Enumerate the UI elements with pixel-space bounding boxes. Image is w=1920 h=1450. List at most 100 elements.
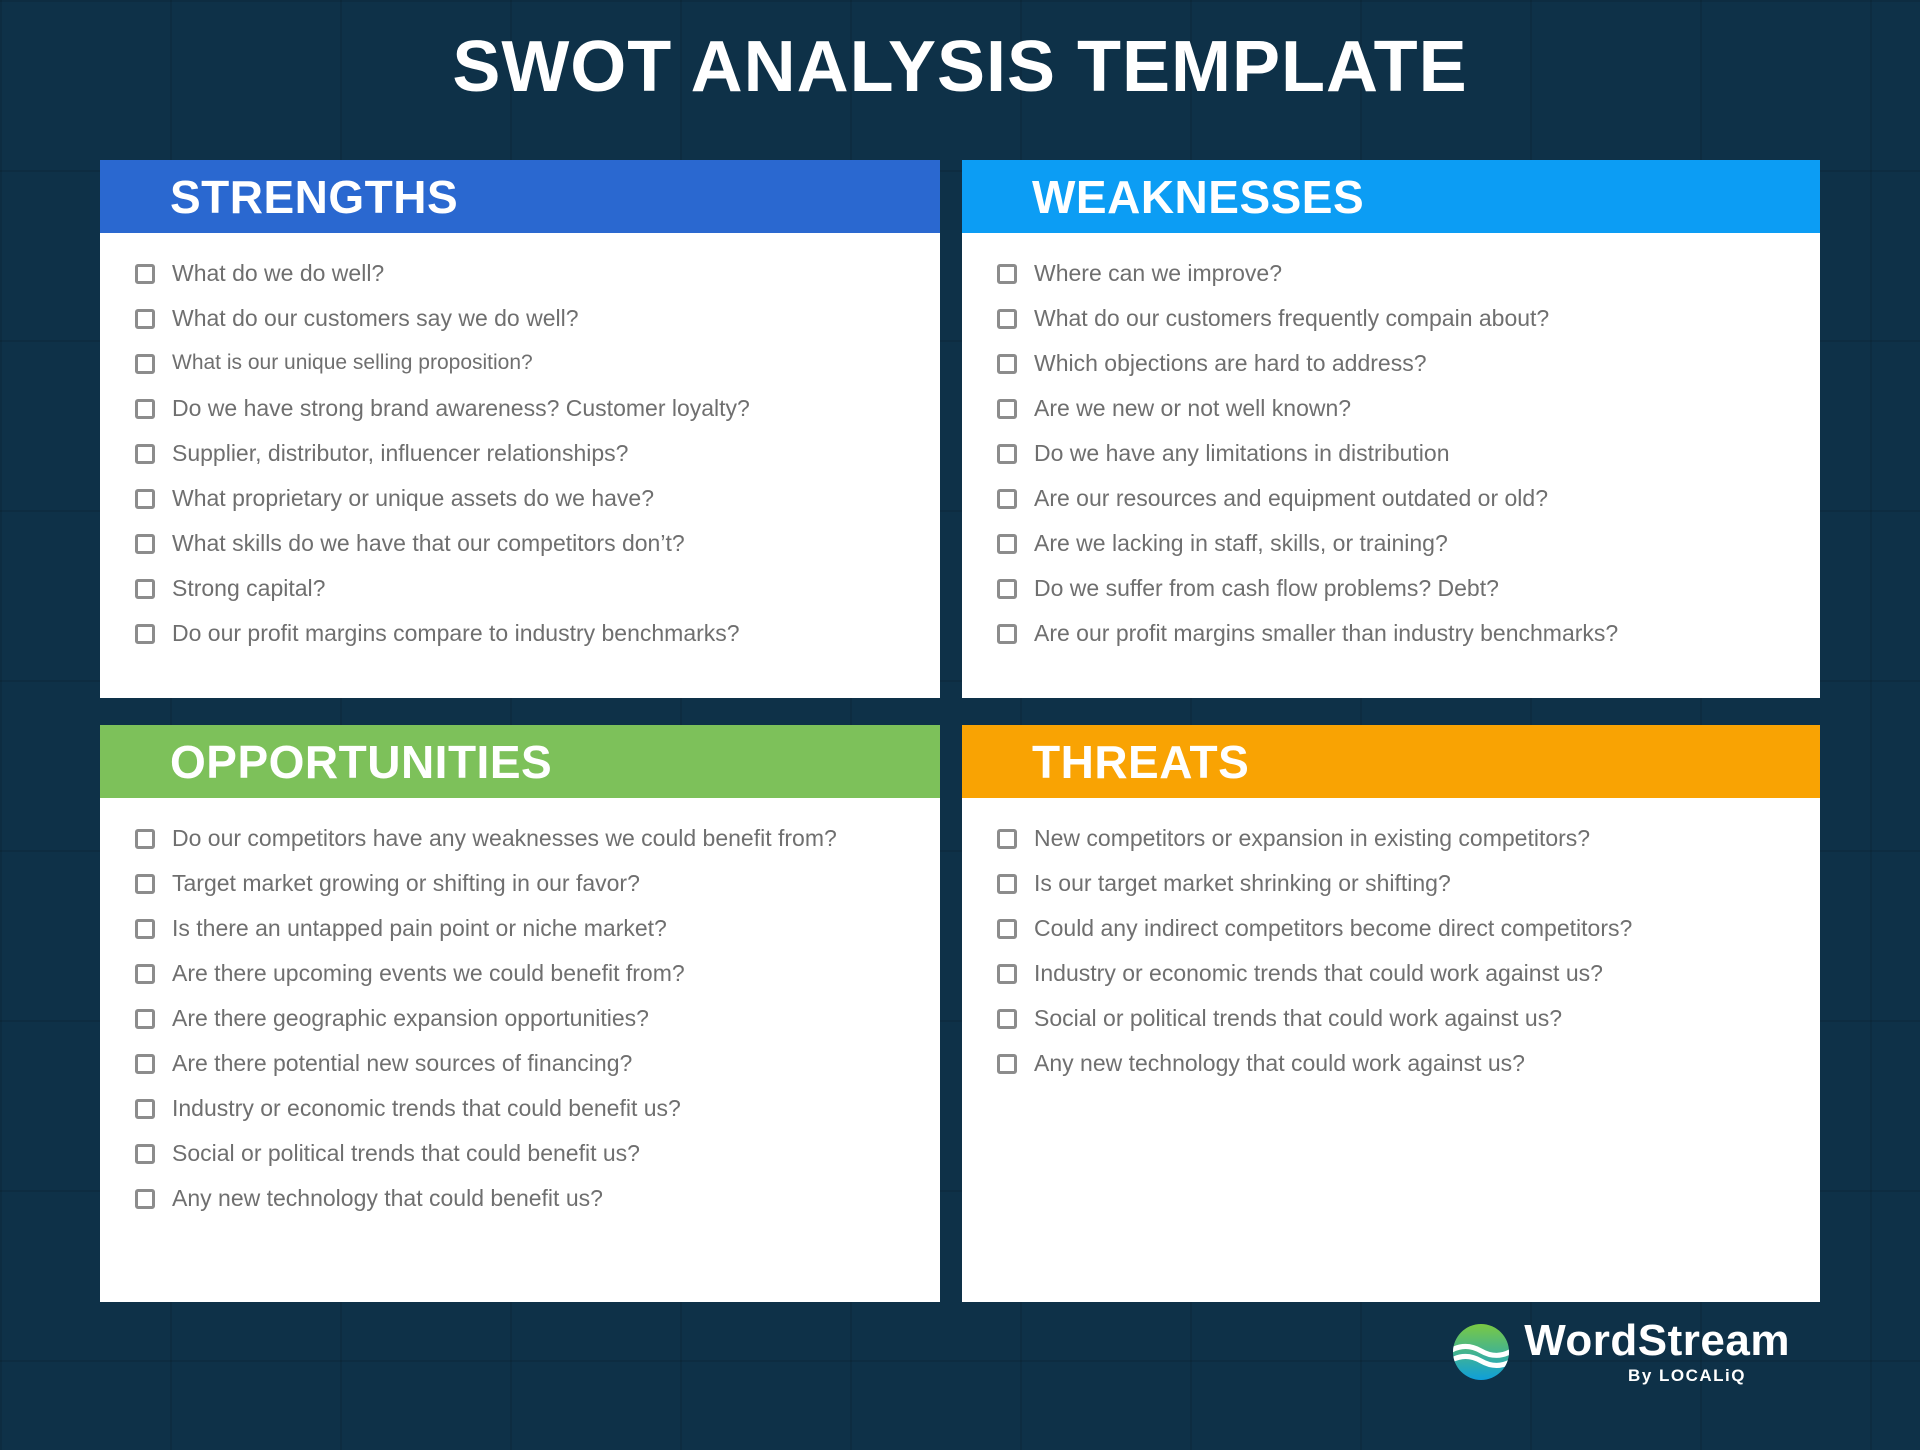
checkbox-icon[interactable] — [135, 1008, 155, 1029]
checklist-item: What skills do we have that our competit… — [135, 521, 916, 566]
checkbox-icon[interactable] — [135, 828, 155, 849]
checklist-item: New competitors or expansion in existing… — [997, 816, 1796, 861]
checklist-item-label: What do our customers frequently compain… — [1034, 305, 1550, 332]
checklist-item-label: Do we have strong brand awareness? Custo… — [172, 395, 750, 422]
checkbox-icon[interactable] — [135, 443, 155, 464]
checkbox-icon[interactable] — [135, 353, 155, 374]
weaknesses-title: WEAKNESSES — [1032, 170, 1365, 223]
checklist-item-label: Do we have any limitations in distributi… — [1034, 440, 1450, 467]
checklist-item: Any new technology that could benefit us… — [135, 1176, 916, 1221]
checklist-item-label: Are there potential new sources of finan… — [172, 1050, 633, 1077]
checklist-item-label: Is there an untapped pain point or niche… — [172, 915, 667, 942]
checkbox-icon[interactable] — [135, 623, 155, 644]
checkbox-icon[interactable] — [135, 398, 155, 419]
checklist-item: Is there an untapped pain point or niche… — [135, 906, 916, 951]
checklist-item-label: Social or political trends that could be… — [172, 1140, 640, 1167]
checklist-item-label: Are there geographic expansion opportuni… — [172, 1005, 649, 1032]
swot-grid: STRENGTHS What do we do well? What do ou… — [100, 160, 1820, 1302]
checkbox-icon[interactable] — [997, 963, 1017, 984]
checkbox-icon[interactable] — [997, 1008, 1017, 1029]
checkbox-icon[interactable] — [997, 443, 1017, 464]
checkbox-icon[interactable] — [135, 1098, 155, 1119]
opportunities-checklist: Do our competitors have any weaknesses w… — [100, 798, 940, 1221]
checklist-item: Target market growing or shifting in our… — [135, 861, 916, 906]
checkbox-icon[interactable] — [997, 488, 1017, 509]
checklist-item: Are we new or not well known? — [997, 386, 1796, 431]
checkbox-icon[interactable] — [997, 263, 1017, 284]
checklist-item-label: Industry or economic trends that could b… — [172, 1095, 681, 1122]
checkbox-icon[interactable] — [997, 578, 1017, 599]
checklist-item: Do we have strong brand awareness? Custo… — [135, 386, 916, 431]
checkbox-icon[interactable] — [997, 918, 1017, 939]
checkbox-icon[interactable] — [997, 353, 1017, 374]
checklist-item-label: Are our profit margins smaller than indu… — [1034, 620, 1619, 647]
checklist-item-label: Could any indirect competitors become di… — [1034, 915, 1633, 942]
strengths-checklist: What do we do well? What do our customer… — [100, 233, 940, 656]
checklist-item: What proprietary or unique assets do we … — [135, 476, 916, 521]
checklist-item: Do our profit margins compare to industr… — [135, 611, 916, 656]
checkbox-icon[interactable] — [135, 263, 155, 284]
strengths-title: STRENGTHS — [170, 170, 459, 223]
checkbox-icon[interactable] — [135, 918, 155, 939]
checklist-item-label: Are we new or not well known? — [1034, 395, 1352, 422]
checklist-item: Are there geographic expansion opportuni… — [135, 996, 916, 1041]
checkbox-icon[interactable] — [135, 873, 155, 894]
checklist-item: Industry or economic trends that could w… — [997, 951, 1796, 996]
checklist-item: Do our competitors have any weaknesses w… — [135, 816, 916, 861]
wordstream-wave-icon — [1453, 1324, 1510, 1381]
wordstream-logo: WordStream By LOCALiQ — [1453, 1316, 1790, 1386]
checklist-item-label: What proprietary or unique assets do we … — [172, 485, 654, 512]
checklist-item-label: What is our unique selling proposition? — [172, 351, 533, 375]
checkbox-icon[interactable] — [997, 828, 1017, 849]
checklist-item-label: What do we do well? — [172, 260, 385, 287]
checklist-item: What do our customers say we do well? — [135, 296, 916, 341]
weaknesses-checklist: Where can we improve? What do our custom… — [962, 233, 1820, 656]
checkbox-icon[interactable] — [135, 1053, 155, 1074]
checkbox-icon[interactable] — [997, 533, 1017, 554]
checklist-item-label: Are we lacking in staff, skills, or trai… — [1034, 530, 1448, 557]
brand-name: WordStream — [1524, 1316, 1790, 1365]
checkbox-icon[interactable] — [997, 623, 1017, 644]
threats-checklist: New competitors or expansion in existing… — [962, 798, 1820, 1086]
checkbox-icon[interactable] — [135, 963, 155, 984]
checkbox-icon[interactable] — [135, 488, 155, 509]
checklist-item: Do we suffer from cash flow problems? De… — [997, 566, 1796, 611]
checkbox-icon[interactable] — [135, 1143, 155, 1164]
wordstream-logo-text: WordStream By LOCALiQ — [1524, 1316, 1790, 1386]
checklist-item-label: Are there upcoming events we could benef… — [172, 960, 685, 987]
weaknesses-header: WEAKNESSES — [962, 160, 1820, 233]
checkbox-icon[interactable] — [997, 1053, 1017, 1074]
checkbox-icon[interactable] — [997, 398, 1017, 419]
checklist-item-label: Strong capital? — [172, 575, 326, 602]
opportunities-quadrant: OPPORTUNITIES Do our competitors have an… — [100, 725, 940, 1302]
checkbox-icon[interactable] — [135, 533, 155, 554]
checkbox-icon[interactable] — [135, 1188, 155, 1209]
checklist-item: Social or political trends that could be… — [135, 1131, 916, 1176]
checklist-item-label: Do our competitors have any weaknesses w… — [172, 825, 837, 852]
checklist-item-label: What skills do we have that our competit… — [172, 530, 685, 557]
checklist-item: Are our resources and equipment outdated… — [997, 476, 1796, 521]
checklist-item: Strong capital? — [135, 566, 916, 611]
checkbox-icon[interactable] — [997, 873, 1017, 894]
checklist-item: Could any indirect competitors become di… — [997, 906, 1796, 951]
checkbox-icon[interactable] — [997, 308, 1017, 329]
checklist-item: Are there potential new sources of finan… — [135, 1041, 916, 1086]
checkbox-icon[interactable] — [135, 308, 155, 329]
checklist-item: What do our customers frequently compain… — [997, 296, 1796, 341]
checklist-item: Is our target market shrinking or shifti… — [997, 861, 1796, 906]
checklist-item-label: Are our resources and equipment outdated… — [1034, 485, 1548, 512]
checklist-item-label: Do our profit margins compare to industr… — [172, 620, 740, 647]
checklist-item: Where can we improve? — [997, 251, 1796, 296]
checklist-item: What do we do well? — [135, 251, 916, 296]
checklist-item-label: Do we suffer from cash flow problems? De… — [1034, 575, 1499, 602]
checklist-item: Social or political trends that could wo… — [997, 996, 1796, 1041]
checklist-item-label: Which objections are hard to address? — [1034, 350, 1427, 377]
checkbox-icon[interactable] — [135, 578, 155, 599]
strengths-quadrant: STRENGTHS What do we do well? What do ou… — [100, 160, 940, 698]
checklist-item-label: Social or political trends that could wo… — [1034, 1005, 1563, 1032]
opportunities-title: OPPORTUNITIES — [170, 735, 553, 788]
threats-quadrant: THREATS New competitors or expansion in … — [962, 725, 1820, 1302]
threats-header: THREATS — [962, 725, 1820, 798]
brand-byline: By LOCALiQ — [1628, 1366, 1746, 1386]
